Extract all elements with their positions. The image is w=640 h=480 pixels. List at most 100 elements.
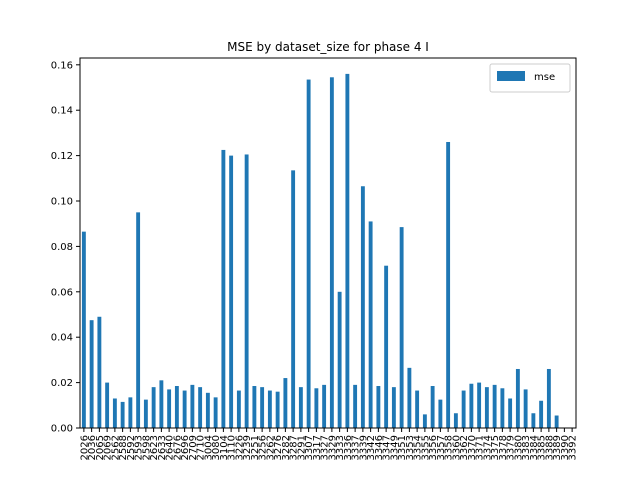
bar-2026: [81, 231, 86, 428]
x-tick-label: 3389: [552, 435, 563, 460]
x-tick-label: 3346: [374, 435, 385, 460]
x-tick-label: 3291: [296, 435, 307, 460]
y-tick-label: 0.12: [51, 151, 73, 162]
bar-2592: [128, 397, 133, 428]
bar-3351: [399, 227, 404, 428]
bar-3356: [430, 386, 435, 428]
x-tick-label: 3370: [467, 435, 478, 460]
bar-3282: [283, 378, 288, 428]
bar-3337: [353, 384, 358, 428]
x-tick-label: 3375: [490, 435, 501, 460]
x-tick-label: 2065: [95, 435, 106, 460]
bar-3110: [229, 155, 234, 429]
bar-3378: [500, 388, 505, 428]
bar-3329: [329, 77, 334, 428]
bar-3226: [236, 390, 241, 428]
bar-3357: [438, 399, 443, 428]
x-tick-label: 3357: [436, 435, 447, 460]
x-tick-label: 3388: [544, 435, 555, 460]
x-tick-label: 2640: [165, 435, 176, 460]
x-tick-label: 3262: [265, 435, 276, 460]
bar-3342: [368, 221, 373, 428]
legend: mse: [489, 63, 571, 93]
y-tick-label: 0.16: [51, 60, 73, 71]
x-tick-label: 2676: [172, 435, 183, 460]
x-tick-label: 3336: [343, 435, 354, 460]
x-tick-label: 3327: [320, 435, 331, 460]
bar-2709: [190, 384, 195, 428]
bar-2640: [167, 389, 172, 428]
bar-3353: [407, 367, 412, 428]
x-tick-label: 3110: [227, 435, 238, 460]
x-tick-label: 2562: [110, 435, 121, 460]
bar-3239: [244, 154, 249, 428]
y-tick-label: 0.10: [51, 197, 73, 208]
bar-3389: [554, 415, 559, 428]
y-axis: 0.00 0.02 0.04 0.06 0.08 0.10 0.12 0.14 0.16: [51, 60, 80, 435]
bar-2710: [198, 387, 203, 428]
x-tick-label: 3379: [506, 435, 517, 460]
x-tick-label: 2696: [180, 435, 191, 460]
bar-3349: [391, 387, 396, 428]
bar-3287: [291, 170, 296, 429]
x-tick-label: 2710: [196, 435, 207, 460]
bar-3346: [376, 386, 381, 428]
x-tick-label: 3333: [335, 435, 346, 460]
bar-2696: [182, 390, 187, 428]
bar-3384: [531, 413, 536, 428]
x-tick-label: 3378: [498, 435, 509, 460]
x-tick-label: 3351: [397, 435, 408, 460]
x-tick-label: 3226: [234, 435, 245, 460]
bar-3333: [337, 291, 342, 428]
x-tick-label: 2593: [134, 435, 145, 460]
bar-2069: [105, 382, 110, 428]
x-tick-label: 3353: [405, 435, 416, 460]
y-tick-label: 0.08: [51, 242, 73, 253]
bar-3276: [275, 391, 280, 428]
bar-3385: [539, 400, 544, 428]
bar-3291: [298, 387, 303, 428]
x-tick-label: 3380: [513, 435, 524, 460]
bar-3379: [508, 398, 513, 428]
x-tick-label: 3239: [242, 435, 253, 460]
x-tick-label: 3383: [521, 435, 532, 460]
chart-title: MSE by dataset_size for phase 4 I: [227, 40, 429, 54]
x-tick-label: 3256: [258, 435, 269, 460]
x-tick-label: 3251: [250, 435, 261, 460]
bar-3371: [477, 382, 482, 428]
bar-3336: [345, 73, 350, 428]
bar-2623: [151, 387, 156, 428]
x-tick-label: 3287: [289, 435, 300, 460]
x-tick-label: 2633: [157, 435, 168, 460]
x-tick-label: 3358: [444, 435, 455, 460]
x-tick-label: 3349: [389, 435, 400, 460]
x-tick-label: 3337: [351, 435, 362, 460]
bar-3004: [205, 392, 210, 428]
bar-2562: [112, 398, 117, 428]
bar-3383: [523, 389, 528, 428]
x-tick-label: 3371: [475, 435, 486, 460]
x-tick-label: 2598: [141, 435, 152, 460]
bar-2036: [89, 320, 94, 428]
x-tick-label: 3329: [327, 435, 338, 460]
bar-3080: [213, 397, 218, 428]
x-tick-label: 3104: [219, 435, 230, 460]
bar-2676: [174, 386, 179, 428]
x-tick-label: 3354: [413, 435, 424, 460]
x-tick-label: 3390: [560, 435, 571, 460]
bar-3327: [322, 384, 327, 428]
bar-2598: [143, 399, 148, 428]
bar-2633: [159, 380, 164, 428]
x-tick-label: 3317: [312, 435, 323, 460]
bar-2593: [136, 212, 141, 428]
x-tick-label: 2592: [126, 435, 137, 460]
x-tick-label: 2623: [149, 435, 160, 460]
bar-3388: [546, 368, 551, 428]
plot-area: [79, 57, 577, 429]
bar-3251: [252, 386, 257, 428]
x-tick-label: 3307: [304, 435, 315, 460]
plot-frame: [79, 57, 577, 429]
y-tick-label: 0.00: [51, 424, 73, 435]
x-tick-label: 3384: [529, 435, 540, 460]
bar-3375: [492, 384, 497, 428]
